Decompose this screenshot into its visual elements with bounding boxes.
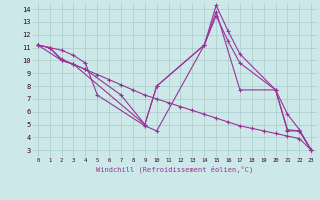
X-axis label: Windchill (Refroidissement éolien,°C): Windchill (Refroidissement éolien,°C) bbox=[96, 166, 253, 173]
